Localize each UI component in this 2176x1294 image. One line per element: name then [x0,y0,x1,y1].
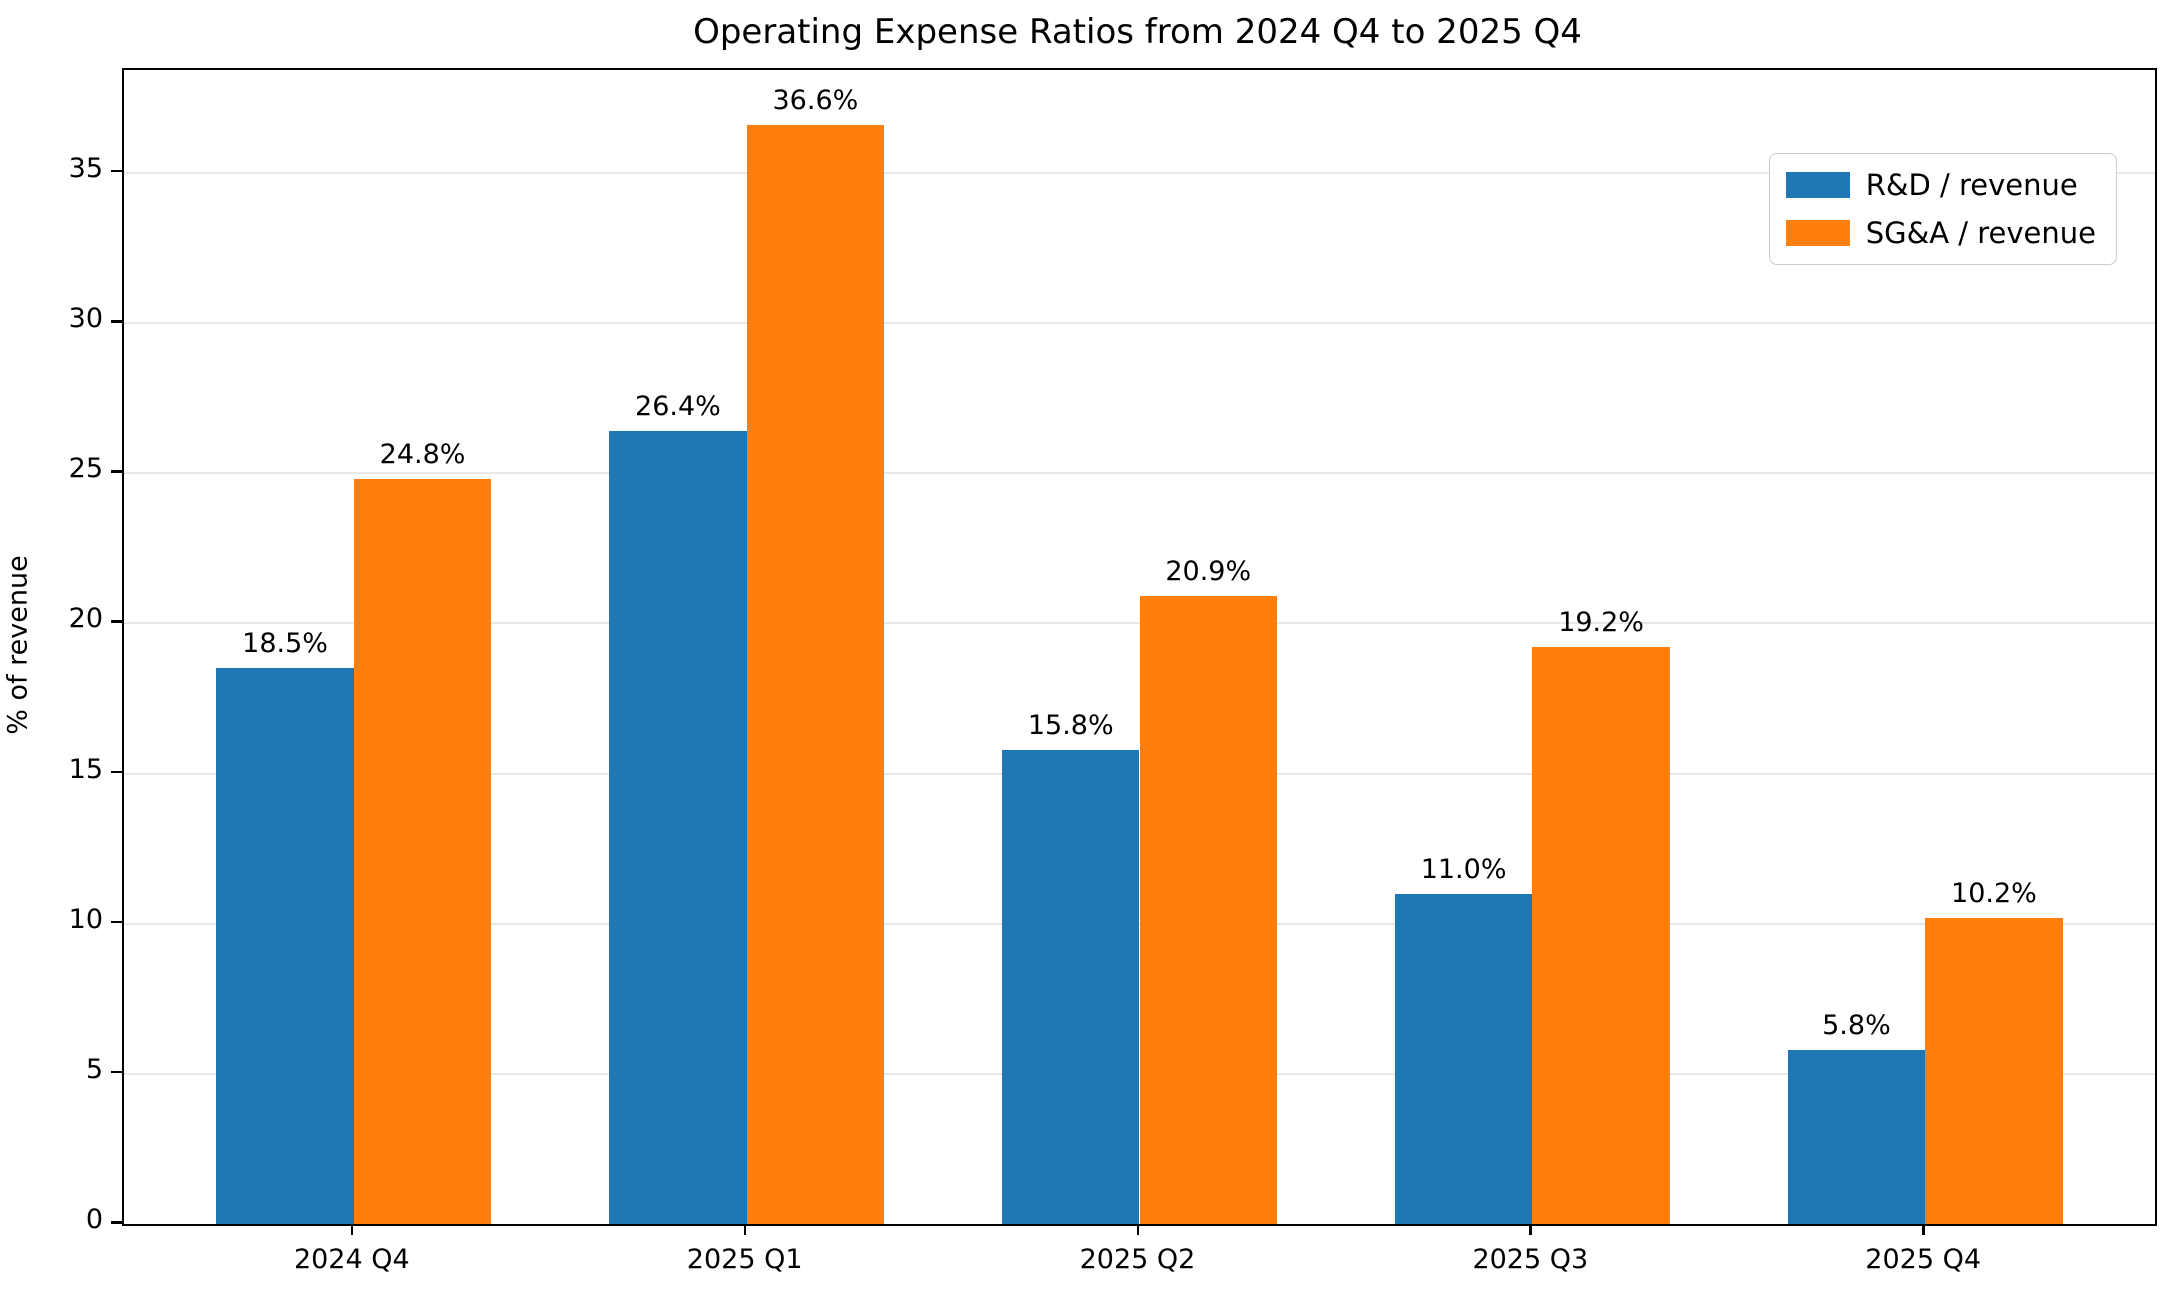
bar-value-label: 5.8% [1822,1009,1891,1041]
x-tick-label-2025-q4: 2025 Q4 [1865,1244,1982,1275]
y-tick-label: 35 [68,152,103,184]
x-tick-mark [1529,1224,1532,1235]
bar-sga-2024-q4 [353,479,492,1224]
bar-sga-2025-q4 [1925,917,2063,1224]
y-tick-mark [111,620,122,623]
x-tick-label-2025-q1: 2025 Q1 [686,1244,803,1275]
y-tick-mark [111,1070,122,1074]
bar-rd-2025-q4 [1787,1049,1926,1224]
sga-series-swatch-icon [1785,220,1850,246]
gridline-y-25 [124,472,2155,475]
bar-value-label: 24.8% [379,439,466,471]
bar-value-label: 15.8% [1027,709,1114,741]
rd-series-swatch-icon [1785,172,1850,198]
plot-area: R&D / revenue SG&A / revenue 18.5% 26.4% 1… [122,68,2157,1226]
y-tick-mark [111,320,122,323]
gridline-y-35 [124,171,2155,174]
y-tick-mark [111,920,122,924]
x-tick-mark [350,1224,354,1235]
x-tick-label-2025-q3: 2025 Q3 [1472,1244,1589,1275]
y-tick-label: 30 [68,303,103,335]
bar-value-label: 10.2% [1951,877,2037,909]
x-tick-label-2025-q2: 2025 Q2 [1079,1244,1196,1275]
bar-rd-2025-q1 [609,431,747,1224]
bar-value-label: 18.5% [242,628,328,660]
bar-value-label: 36.6% [772,84,859,116]
y-tick-label: 10 [68,903,103,935]
bar-rd-2025-q3 [1394,893,1533,1224]
legend: R&D / revenue SG&A / revenue [1768,153,2117,265]
x-tick-mark [743,1224,747,1235]
legend-label-sga: SG&A / revenue [1865,216,2096,250]
y-tick-mark [111,169,122,173]
legend-item-sga: SG&A / revenue [1785,216,2096,250]
x-tick-mark [1922,1224,1925,1235]
y-tick-mark [111,470,122,473]
y-axis-label: % of revenue [2,555,34,735]
y-tick-label: 5 [85,1053,103,1085]
y-tick-label: 0 [85,1204,103,1235]
bar-value-label: 11.0% [1420,853,1507,885]
x-tick-label-2024-q4: 2024 Q4 [293,1244,410,1275]
legend-label-rd: R&D / revenue [1865,168,2078,202]
x-tick-mark [1136,1224,1139,1235]
bar-value-label: 26.4% [635,391,721,423]
bar-value-label: 19.2% [1558,607,1644,639]
bar-sga-2025-q1 [746,124,885,1224]
y-tick-label: 15 [68,753,103,785]
bar-rd-2025-q2 [1002,749,1140,1224]
y-tick-label: 25 [68,453,103,485]
y-tick-label: 20 [68,603,103,635]
chart-title: Operating Expense Ratios from 2024 Q4 to… [693,12,1582,52]
gridline-y-30 [124,322,2155,325]
bar-value-label: 20.9% [1165,556,1252,588]
bar-rd-2024-q4 [216,668,354,1224]
y-tick-mark [111,1221,122,1224]
bar-sga-2025-q2 [1139,596,1277,1224]
legend-item-rd: R&D / revenue [1785,168,2096,202]
y-tick-mark [111,770,122,774]
bar-sga-2025-q3 [1532,647,1670,1224]
